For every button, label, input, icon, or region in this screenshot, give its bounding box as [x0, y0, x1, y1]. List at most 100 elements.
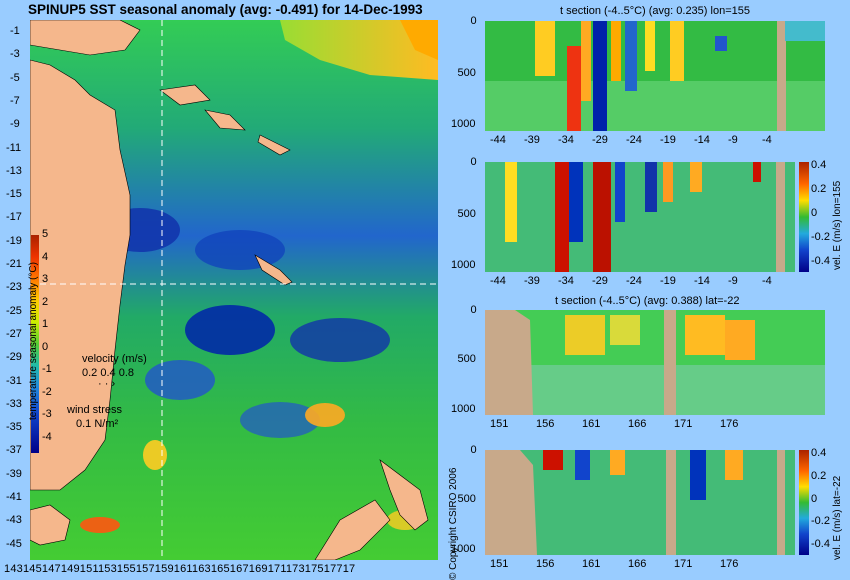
- latitude-tick: -43: [6, 514, 22, 527]
- latitude-tick: -31: [6, 374, 22, 387]
- colorbar-label: temperature seasonal anomaly (°C): [28, 262, 39, 420]
- colorbar-tick: -1: [42, 363, 52, 375]
- panel4-section: [485, 450, 795, 555]
- latitude-tick: -15: [6, 188, 22, 201]
- section-x-tick: -29: [592, 134, 608, 146]
- velocity-colorbar-tick: 0.4: [811, 447, 827, 459]
- section-x-tick: -34: [558, 134, 574, 146]
- latitude-tick: -3: [10, 48, 20, 61]
- section-x-tick: -14: [694, 134, 710, 146]
- section-x-tick: -14: [694, 275, 710, 287]
- section-x-tick: -19: [660, 134, 676, 146]
- section-x-tick: 151: [490, 418, 509, 430]
- longitude-axis: 1431451471491511531551571591611631651671…: [4, 563, 356, 575]
- section-x-tick: 151: [490, 558, 509, 570]
- velocity-colorbar-2: [799, 450, 809, 555]
- panel2-colorbar-label: vel. E (m/s) lon=155: [832, 180, 843, 270]
- section-x-tick: -19: [660, 275, 676, 287]
- section-x-tick: -9: [728, 134, 738, 146]
- latitude-tick: -7: [10, 94, 20, 107]
- latitude-tick: -27: [6, 327, 22, 340]
- arrow-icon: · · ›: [98, 378, 116, 390]
- section-x-tick: -39: [524, 134, 540, 146]
- section-x-tick: 171: [674, 558, 693, 570]
- latitude-tick: -25: [6, 304, 22, 317]
- temperature-colorbar: [31, 235, 39, 453]
- colorbar-tick: -2: [42, 385, 52, 398]
- section-x-tick: -4: [762, 134, 772, 146]
- latitude-tick: -37: [6, 444, 22, 457]
- panel2-section: [485, 162, 795, 272]
- latitude-tick: -13: [6, 164, 22, 177]
- latitude-tick: -23: [6, 281, 22, 294]
- depth-tick: 1000: [451, 118, 476, 131]
- depth-tick: 1000: [451, 259, 476, 272]
- depth-tick: 0: [470, 304, 477, 316]
- velocity-colorbar-tick: 0: [811, 492, 818, 505]
- latitude-tick: -9: [10, 118, 20, 131]
- panel1-section: [485, 21, 825, 131]
- panel3-section: [485, 310, 825, 415]
- section-x-tick: 176: [720, 418, 739, 430]
- velocity-colorbar-tick: 0.2: [811, 182, 827, 195]
- depth-tick: 0: [470, 15, 477, 27]
- depth-tick: 500: [457, 353, 476, 366]
- section-x-tick: -34: [558, 275, 574, 287]
- copyright-text: © Copyright CSIRO 2006: [448, 467, 459, 580]
- panel3-title: t section (-4..5°C) (avg: 0.388) lat=-22: [555, 295, 740, 307]
- latitude-tick: -29: [6, 351, 22, 364]
- depth-tick: 1000: [451, 542, 476, 555]
- colorbar-tick: -4: [42, 430, 52, 443]
- depth-tick: 500: [457, 66, 476, 79]
- section-x-tick: -24: [626, 134, 642, 146]
- velocity-colorbar-tick: 0.4: [811, 159, 827, 171]
- section-x-tick: 161: [582, 418, 601, 430]
- velocity-colorbar-tick: -0.4: [811, 538, 830, 551]
- velocity-legend-title: velocity (m/s): [82, 353, 147, 365]
- colorbar-tick: 5: [42, 228, 49, 240]
- depth-tick: 500: [457, 207, 476, 220]
- velocity-colorbar-tick: -0.2: [811, 515, 830, 528]
- velocity-colorbar-tick: 0.2: [811, 469, 827, 482]
- sst-map: [30, 20, 438, 560]
- latitude-tick: -21: [6, 258, 22, 270]
- section-x-tick: 166: [628, 558, 647, 570]
- section-x-tick: 161: [582, 558, 601, 570]
- velocity-colorbar-tick: 0: [811, 206, 818, 219]
- section-x-tick: -39: [524, 275, 540, 287]
- latitude-tick: -5: [10, 71, 20, 84]
- map-title: SPINUP5 SST seasonal anomaly (avg: -0.49…: [28, 2, 423, 17]
- section-x-tick: -29: [592, 275, 608, 287]
- section-x-tick: -44: [490, 275, 506, 287]
- panel4-colorbar-label: vel. E (m/s) lat=-22: [832, 475, 843, 560]
- section-x-tick: 156: [536, 558, 555, 570]
- depth-tick: 500: [457, 493, 476, 506]
- section-x-tick: -24: [626, 275, 642, 287]
- latitude-tick: -45: [6, 537, 22, 550]
- latitude-tick: -19: [6, 234, 22, 247]
- panel1-title: t section (-4..5°C) (avg: 0.235) lon=155: [560, 5, 750, 17]
- colorbar-tick: -3: [42, 408, 52, 420]
- velocity-colorbar-tick: -0.2: [811, 230, 830, 243]
- latitude-tick: -17: [6, 211, 22, 224]
- latitude-tick: -1: [10, 25, 20, 37]
- latitude-tick: -41: [6, 491, 22, 503]
- wind-legend-title: wind stress: [67, 404, 123, 416]
- latitude-tick: -35: [6, 421, 22, 434]
- velocity-legend-values: 0.2 0.4 0.8: [82, 367, 134, 379]
- colorbar-tick: 4: [42, 250, 49, 263]
- section-x-tick: -4: [762, 275, 772, 287]
- wind-legend-value: 0.1 N/m²: [76, 418, 119, 430]
- velocity-colorbar-tick: -0.4: [811, 254, 830, 267]
- section-x-tick: 176: [720, 558, 739, 570]
- section-x-tick: 171: [674, 418, 693, 430]
- depth-tick: 1000: [451, 402, 476, 415]
- section-x-tick: -44: [490, 134, 506, 146]
- section-x-tick: -9: [728, 275, 738, 287]
- colorbar-tick: 1: [42, 318, 49, 330]
- latitude-tick: -39: [6, 467, 22, 480]
- depth-tick: 0: [470, 156, 477, 168]
- latitude-tick: -11: [6, 141, 22, 154]
- colorbar-tick: 2: [42, 295, 49, 308]
- depth-tick: 0: [470, 444, 477, 456]
